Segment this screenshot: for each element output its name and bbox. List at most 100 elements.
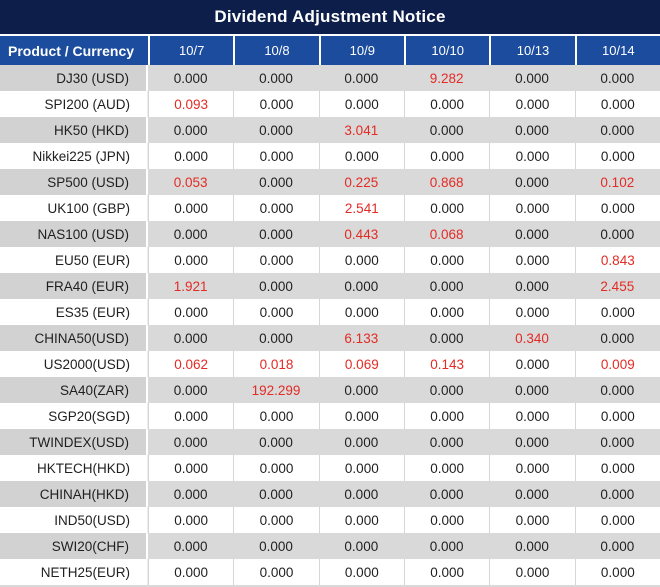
- value-cell: 0.000: [318, 143, 404, 169]
- value-cell: 0.000: [489, 169, 575, 195]
- value-cell: 0.000: [148, 481, 234, 507]
- value-cell: 0.000: [574, 325, 660, 351]
- value-cell: 0.000: [404, 533, 490, 559]
- value-cell: 0.000: [489, 533, 575, 559]
- product-cell: TWINDEX(USD): [0, 429, 148, 455]
- value-cell: 0.000: [489, 221, 575, 247]
- value-cell: 0.843: [574, 247, 660, 273]
- value-cell: 0.000: [318, 377, 404, 403]
- value-cell: 1.921: [148, 273, 234, 299]
- product-cell: EU50 (EUR): [0, 247, 148, 273]
- value-cell: 0.000: [148, 143, 234, 169]
- value-cell: 0.000: [233, 65, 319, 91]
- table-row: NAS100 (USD) 0.000 0.000 0.443 0.068 0.000 0.0…: [0, 221, 660, 247]
- product-cell: FRA40 (EUR): [0, 273, 148, 299]
- product-cell: DJ30 (USD): [0, 65, 148, 91]
- product-cell: SPI200 (AUD): [0, 91, 148, 117]
- product-cell: UK100 (GBP): [0, 195, 148, 221]
- title-bar: Dividend Adjustment Notice: [0, 0, 660, 36]
- value-cell: 0.000: [318, 65, 404, 91]
- value-cell: 0.000: [233, 221, 319, 247]
- value-cell: 0.000: [233, 325, 319, 351]
- value-cell: 0.000: [148, 455, 234, 481]
- value-cell: 0.000: [148, 117, 234, 143]
- value-cell: 0.000: [404, 481, 490, 507]
- value-cell: 0.000: [404, 143, 490, 169]
- product-cell: IND50(USD): [0, 507, 148, 533]
- value-cell: 0.000: [489, 455, 575, 481]
- table-row: IND50(USD) 0.000 0.000 0.000 0.000 0.000 0.000: [0, 507, 660, 533]
- value-cell: 0.000: [233, 481, 319, 507]
- value-cell: 0.000: [489, 559, 575, 585]
- value-cell: 0.000: [148, 429, 234, 455]
- value-cell: 0.000: [489, 481, 575, 507]
- value-cell: 0.000: [404, 91, 490, 117]
- value-cell: 0.018: [233, 351, 319, 377]
- value-cell: 0.053: [148, 169, 234, 195]
- value-cell: 0.000: [574, 455, 660, 481]
- product-cell: SA40(ZAR): [0, 377, 148, 403]
- value-cell: 192.299: [233, 377, 319, 403]
- value-cell: 0.000: [574, 377, 660, 403]
- value-cell: 2.455: [574, 273, 660, 299]
- value-cell: 0.000: [489, 91, 575, 117]
- product-cell: HK50 (HKD): [0, 117, 148, 143]
- value-cell: 0.000: [318, 91, 404, 117]
- value-cell: 0.000: [148, 533, 234, 559]
- table-row: UK100 (GBP) 0.000 0.000 2.541 0.000 0.000 0.00…: [0, 195, 660, 221]
- value-cell: 0.000: [489, 351, 575, 377]
- value-cell: 0.000: [574, 533, 660, 559]
- value-cell: 0.000: [233, 507, 319, 533]
- value-cell: 0.000: [318, 481, 404, 507]
- value-cell: 0.009: [574, 351, 660, 377]
- product-cell: SP500 (USD): [0, 169, 148, 195]
- value-cell: 0.000: [574, 507, 660, 533]
- date-column-header-6: 10/14: [574, 36, 660, 65]
- value-cell: 0.000: [489, 143, 575, 169]
- date-column-header-3: 10/9: [318, 36, 404, 65]
- product-cell: US2000(USD): [0, 351, 148, 377]
- value-cell: 0.000: [233, 273, 319, 299]
- value-cell: 0.000: [489, 403, 575, 429]
- value-cell: 9.282: [404, 65, 490, 91]
- value-cell: 0.000: [404, 429, 490, 455]
- value-cell: 0.000: [148, 65, 234, 91]
- value-cell: 0.000: [148, 195, 234, 221]
- table-row: SP500 (USD) 0.053 0.000 0.225 0.868 0.000 0.10…: [0, 169, 660, 195]
- value-cell: 0.069: [318, 351, 404, 377]
- product-cell: Nikkei225 (JPN): [0, 143, 148, 169]
- value-cell: 0.000: [318, 299, 404, 325]
- value-cell: 0.000: [233, 533, 319, 559]
- value-cell: 0.000: [574, 117, 660, 143]
- value-cell: 0.000: [148, 377, 234, 403]
- value-cell: 0.062: [148, 351, 234, 377]
- value-cell: 0.000: [148, 403, 234, 429]
- table-row: TWINDEX(USD) 0.000 0.000 0.000 0.000 0.000 0.0…: [0, 429, 660, 455]
- value-cell: 0.000: [404, 403, 490, 429]
- date-column-header-1: 10/7: [148, 36, 233, 65]
- table-row: NETH25(EUR) 0.000 0.000 0.000 0.000 0.000 0.00…: [0, 559, 660, 585]
- product-cell: SGP20(SGD): [0, 403, 148, 429]
- value-cell: 0.000: [489, 507, 575, 533]
- value-cell: 6.133: [318, 325, 404, 351]
- product-cell: SWI20(CHF): [0, 533, 148, 559]
- value-cell: 0.000: [318, 559, 404, 585]
- value-cell: 0.000: [574, 429, 660, 455]
- table-row: ES35 (EUR) 0.000 0.000 0.000 0.000 0.000 0.000: [0, 299, 660, 325]
- value-cell: 0.000: [489, 377, 575, 403]
- table-row: DJ30 (USD) 0.000 0.000 0.000 9.282 0.000 0.000: [0, 65, 660, 91]
- page-title: Dividend Adjustment Notice: [214, 7, 446, 26]
- value-cell: 0.000: [404, 455, 490, 481]
- date-column-header-4: 10/10: [404, 36, 489, 65]
- table-body: DJ30 (USD) 0.000 0.000 0.000 9.282 0.000 0.000…: [0, 65, 660, 585]
- value-cell: 0.000: [233, 91, 319, 117]
- product-cell: HKTECH(HKD): [0, 455, 148, 481]
- value-cell: 0.000: [489, 117, 575, 143]
- table-row: HK50 (HKD) 0.000 0.000 3.041 0.000 0.000 0.000: [0, 117, 660, 143]
- date-column-header-2: 10/8: [233, 36, 318, 65]
- value-cell: 0.000: [404, 325, 490, 351]
- value-cell: 0.000: [404, 247, 490, 273]
- value-cell: 3.041: [318, 117, 404, 143]
- value-cell: 0.000: [404, 507, 490, 533]
- value-cell: 0.000: [233, 143, 319, 169]
